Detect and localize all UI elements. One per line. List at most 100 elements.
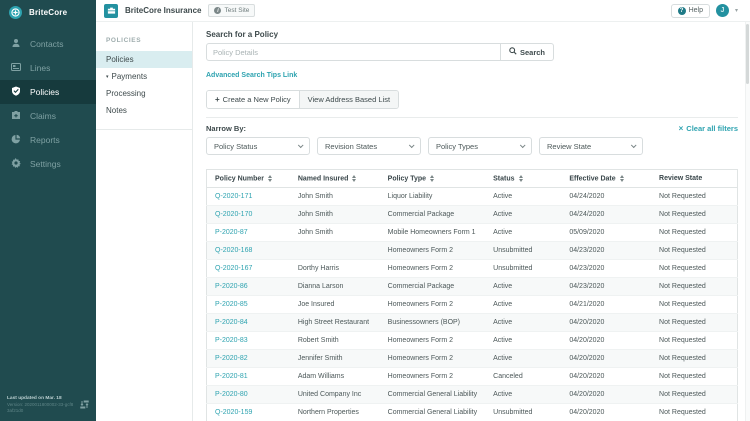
policy-type-cell: Commercial General Liability <box>380 386 485 404</box>
sidebar-item-label: Policies <box>30 87 59 97</box>
filter-dropdown-policy-status[interactable]: Policy Status <box>206 137 310 155</box>
sort-icon[interactable] <box>352 175 356 182</box>
sort-icon[interactable] <box>620 175 624 182</box>
status-cell: Active <box>485 314 561 332</box>
table-row: P-2020-87John SmithMobile Homeowners For… <box>207 224 738 242</box>
chevron-down-icon[interactable]: ▾ <box>735 7 738 14</box>
column-header-review-state: Review State <box>651 170 737 188</box>
version-text: Version: 2020011800002-33-gcf83af21d0 <box>7 402 76 414</box>
search-button[interactable]: Search <box>501 43 554 61</box>
table-row: Q-2020-159Northern PropertiesCommercial … <box>207 404 738 421</box>
primary-nav: Contacts Lines Policies Claims Reports S… <box>0 32 96 176</box>
help-button[interactable]: ? Help <box>671 4 710 18</box>
review-state-cell: Not Requested <box>651 278 737 296</box>
vertical-scrollbar[interactable] <box>745 22 750 421</box>
filter-dropdown-review-state[interactable]: Review State <box>539 137 643 155</box>
view-address-list-button[interactable]: View Address Based List <box>299 91 398 108</box>
changelog-icon[interactable] <box>80 396 89 414</box>
policy-number-cell: P-2020-81 <box>207 368 290 386</box>
policy-type-cell: Liquor Liability <box>380 188 485 206</box>
policy-number-link[interactable]: P-2020-85 <box>215 301 248 308</box>
avatar[interactable]: J <box>716 4 729 17</box>
table-row: Q-2020-167 Dorthy HarrisHomeowners Form 2… <box>207 260 738 278</box>
policy-number-link[interactable]: P-2020-87 <box>215 229 248 236</box>
table-row: P-2020-80United Company IncCommercial Ge… <box>207 386 738 404</box>
sidebar-item-lines[interactable]: Lines <box>0 56 96 80</box>
scrollbar-thumb[interactable] <box>746 24 749 84</box>
sort-icon[interactable] <box>519 175 523 182</box>
review-state-cell: Not Requested <box>651 368 737 386</box>
policy-type-cell: Homeowners Form 2 <box>380 260 485 278</box>
named-insured-cell: Robert Smith <box>290 332 380 350</box>
advanced-search-tips-link[interactable]: Advanced Search Tips Link <box>206 72 297 79</box>
policy-type-cell: Homeowners Form 2 <box>380 242 485 260</box>
column-header-policy-number[interactable]: Policy Number <box>207 170 290 188</box>
status-cell: Unsubmitted <box>485 260 561 278</box>
subnav-item-payments[interactable]: ▾ Payments <box>96 68 192 85</box>
search-input[interactable] <box>206 43 501 61</box>
table-row: P-2020-86Dianna LarsonCommercial Package… <box>207 278 738 296</box>
subnav-item-policies[interactable]: Policies <box>96 51 192 68</box>
review-state-cell: Not Requested <box>651 206 737 224</box>
table-row: Q-2020-171John SmithLiquor LiabilityActi… <box>207 188 738 206</box>
chevron-down-icon <box>409 142 415 148</box>
table-row: P-2020-84High Street RestaurantBusinesso… <box>207 314 738 332</box>
page-title: Search for a Policy <box>206 30 738 39</box>
status-cell: Active <box>485 278 561 296</box>
policy-number-link[interactable]: P-2020-82 <box>215 355 248 362</box>
main-content: Search for a Policy Search Advanced Sear… <box>193 22 750 421</box>
policy-number-link[interactable]: Q-2020-171 <box>215 193 252 200</box>
status-cell: Active <box>485 332 561 350</box>
filter-dropdown-policy-types[interactable]: Policy Types <box>428 137 532 155</box>
policy-type-cell: Homeowners Form 2 <box>380 332 485 350</box>
sidebar-item-contacts[interactable]: Contacts <box>0 32 96 56</box>
column-header-effective-date[interactable]: Effective Date <box>561 170 651 188</box>
effective-date-cell: 04/20/2020 <box>561 314 651 332</box>
named-insured-cell: Dorthy Harris <box>290 260 380 278</box>
main-sidebar: BriteCore Contacts Lines Policies Claims… <box>0 0 96 421</box>
content-divider <box>206 117 738 118</box>
policy-number-link[interactable]: Q-2020-159 <box>215 409 252 416</box>
sidebar-item-policies[interactable]: Policies <box>0 80 96 104</box>
policy-number-cell: Q-2020-171 <box>207 188 290 206</box>
table-row: Q-2020-170John SmithCommercial PackageAc… <box>207 206 738 224</box>
policy-number-link[interactable]: P-2020-86 <box>215 283 248 290</box>
policy-number-link[interactable]: P-2020-80 <box>215 391 248 398</box>
effective-date-cell: 04/23/2020 <box>561 278 651 296</box>
briefcase-plus-icon <box>11 110 21 122</box>
sidebar-item-claims[interactable]: Claims <box>0 104 96 128</box>
subnav-item-notes[interactable]: Notes <box>96 102 192 119</box>
policy-type-cell: Homeowners Form 2 <box>380 368 485 386</box>
effective-date-cell: 04/20/2020 <box>561 368 651 386</box>
sort-icon[interactable] <box>268 175 272 182</box>
sidebar-item-settings[interactable]: Settings <box>0 152 96 176</box>
table-row: P-2020-82Jennifer SmithHomeowners Form 2… <box>207 350 738 368</box>
last-updated-text: Last updated on Mar. 18 <box>7 396 76 401</box>
table-row: P-2020-85Joe InsuredHomeowners Form 2Act… <box>207 296 738 314</box>
policy-type-cell: Mobile Homeowners Form 1 <box>380 224 485 242</box>
policy-number-cell: Q-2020-170 <box>207 206 290 224</box>
policy-number-link[interactable]: P-2020-84 <box>215 319 248 326</box>
policy-number-link[interactable]: P-2020-81 <box>215 373 248 380</box>
filters-row: Policy Status Revision States Policy Types… <box>206 137 738 155</box>
status-cell: Active <box>485 350 561 368</box>
sidebar-item-reports[interactable]: Reports <box>0 128 96 152</box>
subnav-item-processing[interactable]: Processing <box>96 85 192 102</box>
clear-filters-link[interactable]: × Clear all filters <box>679 124 738 133</box>
policy-number-link[interactable]: Q-2020-168 <box>215 247 252 254</box>
column-header-status[interactable]: Status <box>485 170 561 188</box>
shield-check-icon <box>11 86 21 98</box>
filter-dropdown-revision-states[interactable]: Revision States <box>317 137 421 155</box>
column-header-policy-type[interactable]: Policy Type <box>380 170 485 188</box>
policy-number-link[interactable]: Q-2020-170 <box>215 211 252 218</box>
brand-row[interactable]: BriteCore <box>0 0 96 24</box>
policy-number-link[interactable]: P-2020-83 <box>215 337 248 344</box>
column-header-named-insured[interactable]: Named Insured <box>290 170 380 188</box>
top-header: BriteCore Insurance i Test Site ? Help J… <box>96 0 750 22</box>
subnav-divider <box>96 129 192 130</box>
create-policy-button[interactable]: + Create a New Policy <box>207 91 299 108</box>
sort-icon[interactable] <box>430 175 434 182</box>
effective-date-cell: 04/21/2020 <box>561 296 651 314</box>
policy-number-link[interactable]: Q-2020-167 <box>215 265 252 272</box>
named-insured-cell: John Smith <box>290 188 380 206</box>
